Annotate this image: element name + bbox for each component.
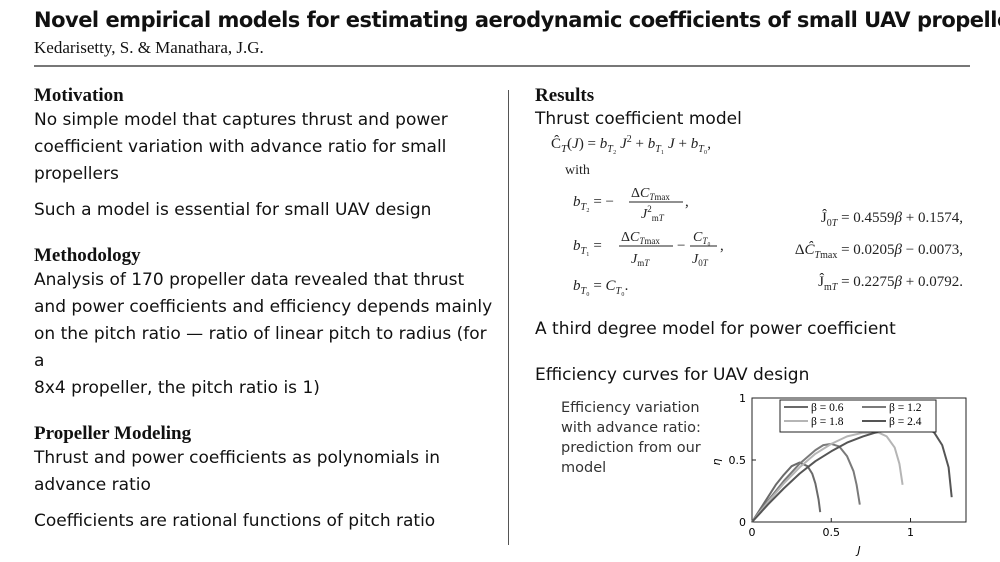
chart-caption-line-4: model <box>561 460 607 476</box>
methodology-heading: Methodology <box>34 245 141 266</box>
svg-text:,: , <box>720 238 724 254</box>
svg-text:ΔCTmax: ΔCTmax <box>631 186 670 202</box>
svg-text:,: , <box>685 194 689 210</box>
modeling-line-1: Thrust and power coefficients as polynom… <box>34 448 441 468</box>
svg-text:JmT: JmT <box>631 252 650 268</box>
eq-bt1: bT₁ = ΔCTmax JmT − CT₀ J0T , <box>573 230 724 268</box>
power-model-label: A third degree model for power coefficie… <box>535 319 896 339</box>
modeling-text-2: Coefficients are rational functions of p… <box>34 511 436 531</box>
y-axis-label: η <box>710 458 723 465</box>
chart-caption-line-3: prediction from our <box>561 440 701 456</box>
eq-dct: ΔĈTmax = 0.0205β − 0.0073, <box>795 241 963 261</box>
results-heading: Results <box>535 85 595 106</box>
svg-text:J2mT: J2mT <box>641 204 665 223</box>
chart-caption-line-2: with advance ratio: <box>561 420 701 436</box>
modeling-heading: Propeller Modeling <box>34 423 192 444</box>
thrust-model-label: Thrust coefficient model <box>535 109 742 129</box>
eq-bt2: bT₂ = − ΔCTmax J2mT , <box>573 186 689 223</box>
legend-entry: β = 2.4 <box>889 416 922 428</box>
motivation-line-1: No simple model that captures thrust and… <box>34 110 448 130</box>
y-tick-label: 1 <box>739 392 746 405</box>
svg-text:bT₂ = −: bT₂ = − <box>573 194 614 213</box>
authors: Kedarisetty, S. & Manathara, J.G. <box>34 38 264 57</box>
eq-jmt: ĴmT = 0.2275β + 0.0792. <box>818 273 963 293</box>
svg-text:−: − <box>677 238 685 254</box>
methodology-line-2: and power coefficients and efficiency de… <box>34 297 493 317</box>
legend-entry: β = 1.2 <box>889 402 922 414</box>
header-rule <box>34 65 970 67</box>
paper-title: Novel empirical models for estimating ae… <box>34 8 1000 32</box>
chart-caption-line-1: Efficiency variation <box>561 400 700 416</box>
chart-legend: β = 0.6 β = 1.2 β = 1.8 β = 2.4 <box>779 399 937 433</box>
eq-ct: ĈT(J) = bT₂ J2 + bT₁ J + bT₀, <box>551 134 711 155</box>
chart-caption: Efficiency variation with advance ratio:… <box>561 398 701 478</box>
legend-entry: β = 0.6 <box>811 402 844 414</box>
motivation-heading: Motivation <box>34 85 124 106</box>
x-tick-label: 0.5 <box>823 526 841 539</box>
column-divider <box>508 90 509 545</box>
svg-text:ΔCTmax: ΔCTmax <box>621 230 660 246</box>
methodology-line-4: 8x4 propeller, the pitch ratio is 1) <box>34 378 320 398</box>
efficiency-chart: 0 0.5 100.51 β = 0.6 β = 1.2β = 1.8 β = 2.4 … <box>710 392 967 557</box>
x-axis-label: J <box>855 544 860 557</box>
left-column: Motivation No simple model that captures… <box>34 84 496 535</box>
eq-bt0: bT₀ = CT₀. <box>573 278 628 297</box>
svg-text:bT₁ =: bT₁ = <box>573 238 602 257</box>
methodology-line-3: on the pitch ratio — ratio of linear pit… <box>34 324 487 371</box>
motivation-text-2: Such a model is essential for small UAV … <box>34 200 432 220</box>
methodology-line-1: Analysis of 170 propeller data revealed … <box>34 270 465 290</box>
svg-text:J0T: J0T <box>692 252 709 268</box>
x-tick-label: 0 <box>749 526 756 539</box>
with-label: with <box>565 163 590 178</box>
y-tick-label: 0 <box>739 516 746 529</box>
motivation-line-3: propellers <box>34 164 119 184</box>
series-line-3 <box>751 431 904 523</box>
legend-box <box>779 399 937 433</box>
series-line-2 <box>751 442 861 523</box>
legend-entry: β = 1.8 <box>811 416 844 428</box>
motivation-line-2: coefficient variation with advance ratio… <box>34 137 447 157</box>
modeling-line-2: advance ratio <box>34 475 151 495</box>
series-line-1 <box>751 461 822 523</box>
x-tick-label: 1 <box>907 526 914 539</box>
right-column: Results Thrust coefficient model ĈT(J) =… <box>535 84 975 554</box>
svg-text:CT₀: CT₀ <box>693 230 711 246</box>
efficiency-label: Efficiency curves for UAV design <box>535 365 810 385</box>
eq-j0t: Ĵ0T = 0.4559β + 0.1574, <box>821 209 963 229</box>
y-tick-label: 0.5 <box>729 454 747 467</box>
thrust-equations: ĈT(J) = bT₂ J2 + bT₁ J + bT₀, with bT₂ =… <box>551 134 963 297</box>
